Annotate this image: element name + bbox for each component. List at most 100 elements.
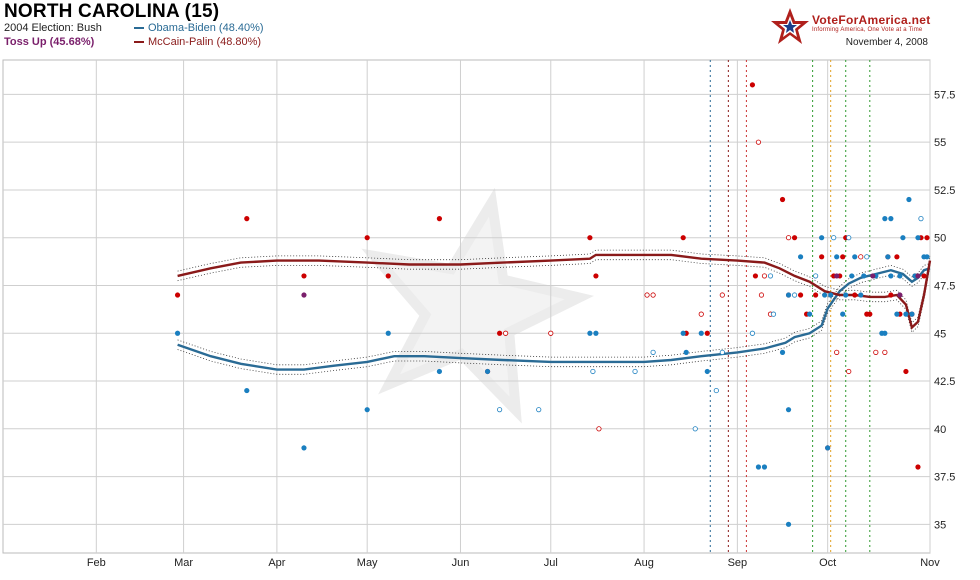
site-logo[interactable]: VoteForAmerica.net Informing America, On… [770,6,940,46]
obama-poll-point [813,273,819,279]
mccain-poll-point [858,254,864,260]
x-tick-label: Apr [268,557,285,569]
obama-poll-point [174,330,181,336]
obama-poll-point [897,273,903,279]
obama-poll-point [755,464,762,470]
x-tick-label: Feb [87,557,106,569]
mccain-poll-point [704,330,710,336]
mccain-poll-point [785,235,792,241]
obama-poll-point [918,216,924,222]
obama-poll-point [909,311,915,317]
obama-poll-point [791,292,798,298]
obama-poll-point [882,330,888,336]
tossup-poll-point [915,273,921,279]
obama-band-upper [177,263,931,366]
obama-poll-point [828,292,834,298]
mccain-poll-point [813,292,819,298]
obama-poll-point [843,292,849,298]
logo-name: VoteForAmerica.net [812,13,931,27]
obama-poll-point [785,292,792,298]
obama-poll-point [831,235,837,241]
obama-poll-point [770,311,777,317]
obama-poll-point [785,521,792,527]
mccain-band-upper [177,249,931,324]
obama-poll-point [497,407,503,413]
mccain-poll-point [644,292,650,298]
mccain-poll-point [719,292,725,298]
obama-poll-point [779,349,786,355]
y-tick-label: 57.5 [934,89,955,101]
legend-obama: Obama-Biden (48.40%) [134,22,264,34]
y-tick-label: 35 [934,519,946,531]
mccain-poll-point [364,235,370,241]
obama-poll-point [680,330,686,336]
x-tick-label: Aug [634,557,654,569]
mccain-poll-point [915,464,921,470]
mccain-poll-point [761,273,768,279]
mccain-poll-point [846,368,852,375]
obama-poll-point [749,330,756,336]
obama-poll-point [683,349,689,355]
mccain-poll-point [174,292,181,298]
mccain-band-lower [177,259,931,334]
mccain-poll-point [852,292,858,298]
obama-poll-point [894,311,900,317]
mccain-poll-point [698,311,704,317]
mccain-poll-point [301,273,307,279]
x-tick-label: Oct [819,557,836,569]
obama-poll-point [849,273,855,279]
obama-poll-point [385,330,391,336]
obama-poll-point [767,273,774,279]
x-tick-label: Jun [452,557,470,569]
mccain-poll-point [834,349,840,355]
legend-mccain-label: McCain-Palin (48.80%) [148,36,262,48]
tossup-label: Toss Up (45.68%) [4,36,95,48]
tossup-poll-point [834,273,840,279]
mccain-trend-line [177,253,932,330]
mccain-poll-point [797,292,804,298]
obama-poll-point [785,407,792,413]
obama-band-lower [177,272,931,375]
mccain-poll-point [503,330,509,336]
star-logo-icon [771,8,809,44]
logo-tagline: Informing America, One Vote at a Time [812,27,923,33]
mccain-poll-point [244,216,250,222]
obama-poll-point [301,445,307,451]
obama-poll-point [846,235,852,241]
obama-poll-point [882,216,888,222]
obama-poll-point [436,368,443,375]
obama-poll-point [797,254,804,260]
x-tick-label: Jul [544,557,558,569]
watermark-star-icon [361,187,594,424]
y-tick-label: 37.5 [934,472,955,484]
obama-poll-point [704,368,710,375]
legend-mccain-swatch [134,41,144,44]
y-tick-label: 40 [934,424,946,436]
obama-poll-point [858,292,864,298]
obama-poll-point [888,273,894,279]
obama-poll-point [593,330,599,336]
legend-obama-label: Obama-Biden (48.40%) [148,22,264,34]
mccain-poll-point [779,196,786,203]
mccain-poll-point [894,254,900,260]
obama-poll-point [861,273,867,279]
obama-poll-point [924,254,930,260]
mccain-poll-point [755,139,762,145]
mccain-poll-point [882,349,888,355]
mccain-poll-point [867,311,873,317]
obama-poll-point [819,235,825,241]
obama-poll-point [840,311,846,317]
obama-poll-point [713,387,719,394]
mccain-poll-point [596,426,602,432]
obama-poll-point [590,368,596,375]
chart-header: NORTH CAROLINA (15) 2004 Election: Bush … [0,0,980,60]
mccain-poll-point [548,330,554,336]
mccain-poll-point [650,292,656,298]
y-tick-label: 47.5 [934,280,955,292]
obama-poll-point [906,196,912,203]
mccain-poll-point [385,273,391,279]
election-2004-label: 2004 Election: Bush [4,22,102,34]
mccain-poll-point [758,292,765,298]
x-tick-label: Nov [920,557,940,569]
obama-poll-point [888,216,894,222]
